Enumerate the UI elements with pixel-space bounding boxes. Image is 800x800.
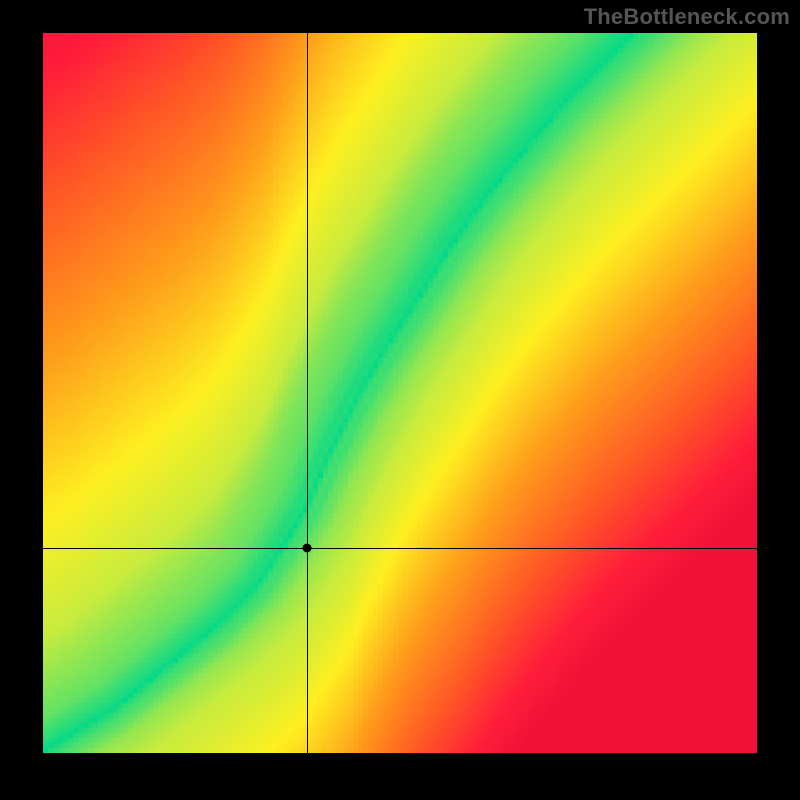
crosshair-vertical [307, 33, 308, 753]
chart-container: TheBottleneck.com [0, 0, 800, 800]
crosshair-marker [303, 543, 312, 552]
heatmap-canvas [43, 33, 757, 753]
heatmap-plot-area [43, 33, 757, 753]
watermark-text: TheBottleneck.com [584, 4, 790, 30]
crosshair-horizontal [43, 548, 757, 549]
